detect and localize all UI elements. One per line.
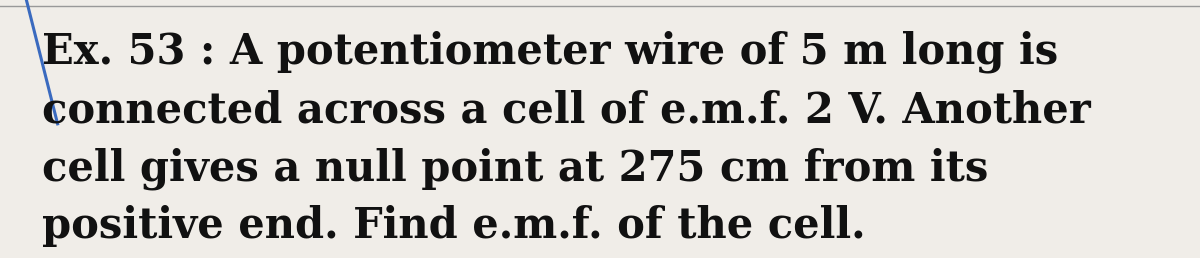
Text: cell gives a null point at 275 cm from its: cell gives a null point at 275 cm from i… <box>42 147 989 190</box>
Text: positive end. Find e.m.f. of the cell.: positive end. Find e.m.f. of the cell. <box>42 205 865 247</box>
Text: connected across a cell of e.m.f. 2 V. Another: connected across a cell of e.m.f. 2 V. A… <box>42 89 1091 131</box>
Text: Ex. 53 : A potentiometer wire of 5 m long is: Ex. 53 : A potentiometer wire of 5 m lon… <box>42 31 1058 74</box>
